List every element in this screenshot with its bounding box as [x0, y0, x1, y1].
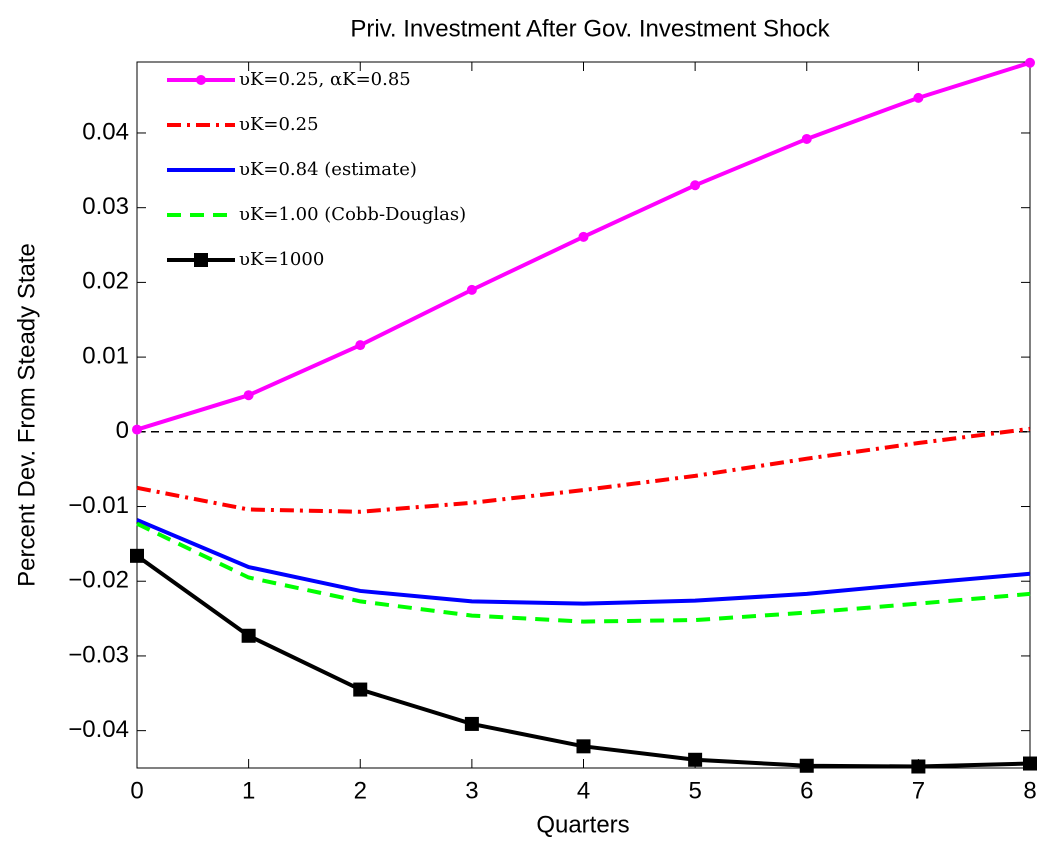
- legend-marker: [194, 253, 208, 267]
- legend-marker: [196, 75, 206, 85]
- data-point: [353, 682, 368, 697]
- data-point: [243, 390, 254, 401]
- data-point: [130, 548, 144, 563]
- y-tick-label: 0.01: [82, 342, 129, 369]
- x-tick-label: 0: [130, 777, 143, 804]
- legend-label: υK=0.84 (estimate): [239, 159, 417, 180]
- data-point: [466, 284, 477, 295]
- series-line: [136, 518, 1031, 606]
- data-point: [801, 133, 812, 144]
- legend-label: υK=0.25, αK=0.85: [239, 69, 411, 90]
- x-tick-label: 1: [242, 777, 255, 804]
- y-tick-label: −0.03: [68, 641, 129, 668]
- data-point: [576, 739, 591, 754]
- series-line: [136, 426, 1031, 514]
- legend-label: υK=1.00 (Cobb-Douglas): [239, 204, 466, 225]
- y-tick-label: 0.02: [82, 268, 129, 295]
- data-point: [355, 340, 366, 351]
- x-tick-label: 6: [800, 777, 813, 804]
- data-point: [913, 92, 924, 103]
- x-tick-label: 3: [465, 777, 478, 804]
- y-tick-label: 0: [116, 417, 129, 444]
- x-tick-label: 5: [688, 777, 701, 804]
- data-point: [241, 628, 256, 643]
- data-point: [464, 716, 479, 731]
- data-point: [911, 759, 926, 774]
- data-point: [132, 424, 142, 435]
- y-tick-label: 0.03: [82, 193, 129, 220]
- x-tick-label: 8: [1023, 777, 1036, 804]
- y-tick-label: 0.04: [82, 118, 129, 145]
- y-tick-label: −0.04: [68, 716, 129, 743]
- data-point: [799, 758, 814, 773]
- data-point: [578, 231, 589, 242]
- y-axis-label: Percent Dev. From Steady State: [13, 243, 40, 587]
- x-tick-label: 4: [577, 777, 590, 804]
- y-tick-label: −0.01: [68, 492, 129, 519]
- data-point: [688, 752, 703, 767]
- data-point: [1023, 756, 1037, 771]
- series-line: [136, 521, 1031, 624]
- x-tick-label: 7: [912, 777, 925, 804]
- chart-title: Priv. Investment After Gov. Investment S…: [350, 15, 830, 42]
- data-point: [1025, 57, 1035, 68]
- legend-label: υK=0.25: [239, 114, 319, 135]
- x-axis-label: Quarters: [536, 811, 629, 838]
- y-tick-label: −0.02: [68, 567, 129, 594]
- legend-label: υK=1000: [239, 249, 324, 270]
- x-tick-label: 2: [354, 777, 367, 804]
- data-point: [690, 180, 701, 191]
